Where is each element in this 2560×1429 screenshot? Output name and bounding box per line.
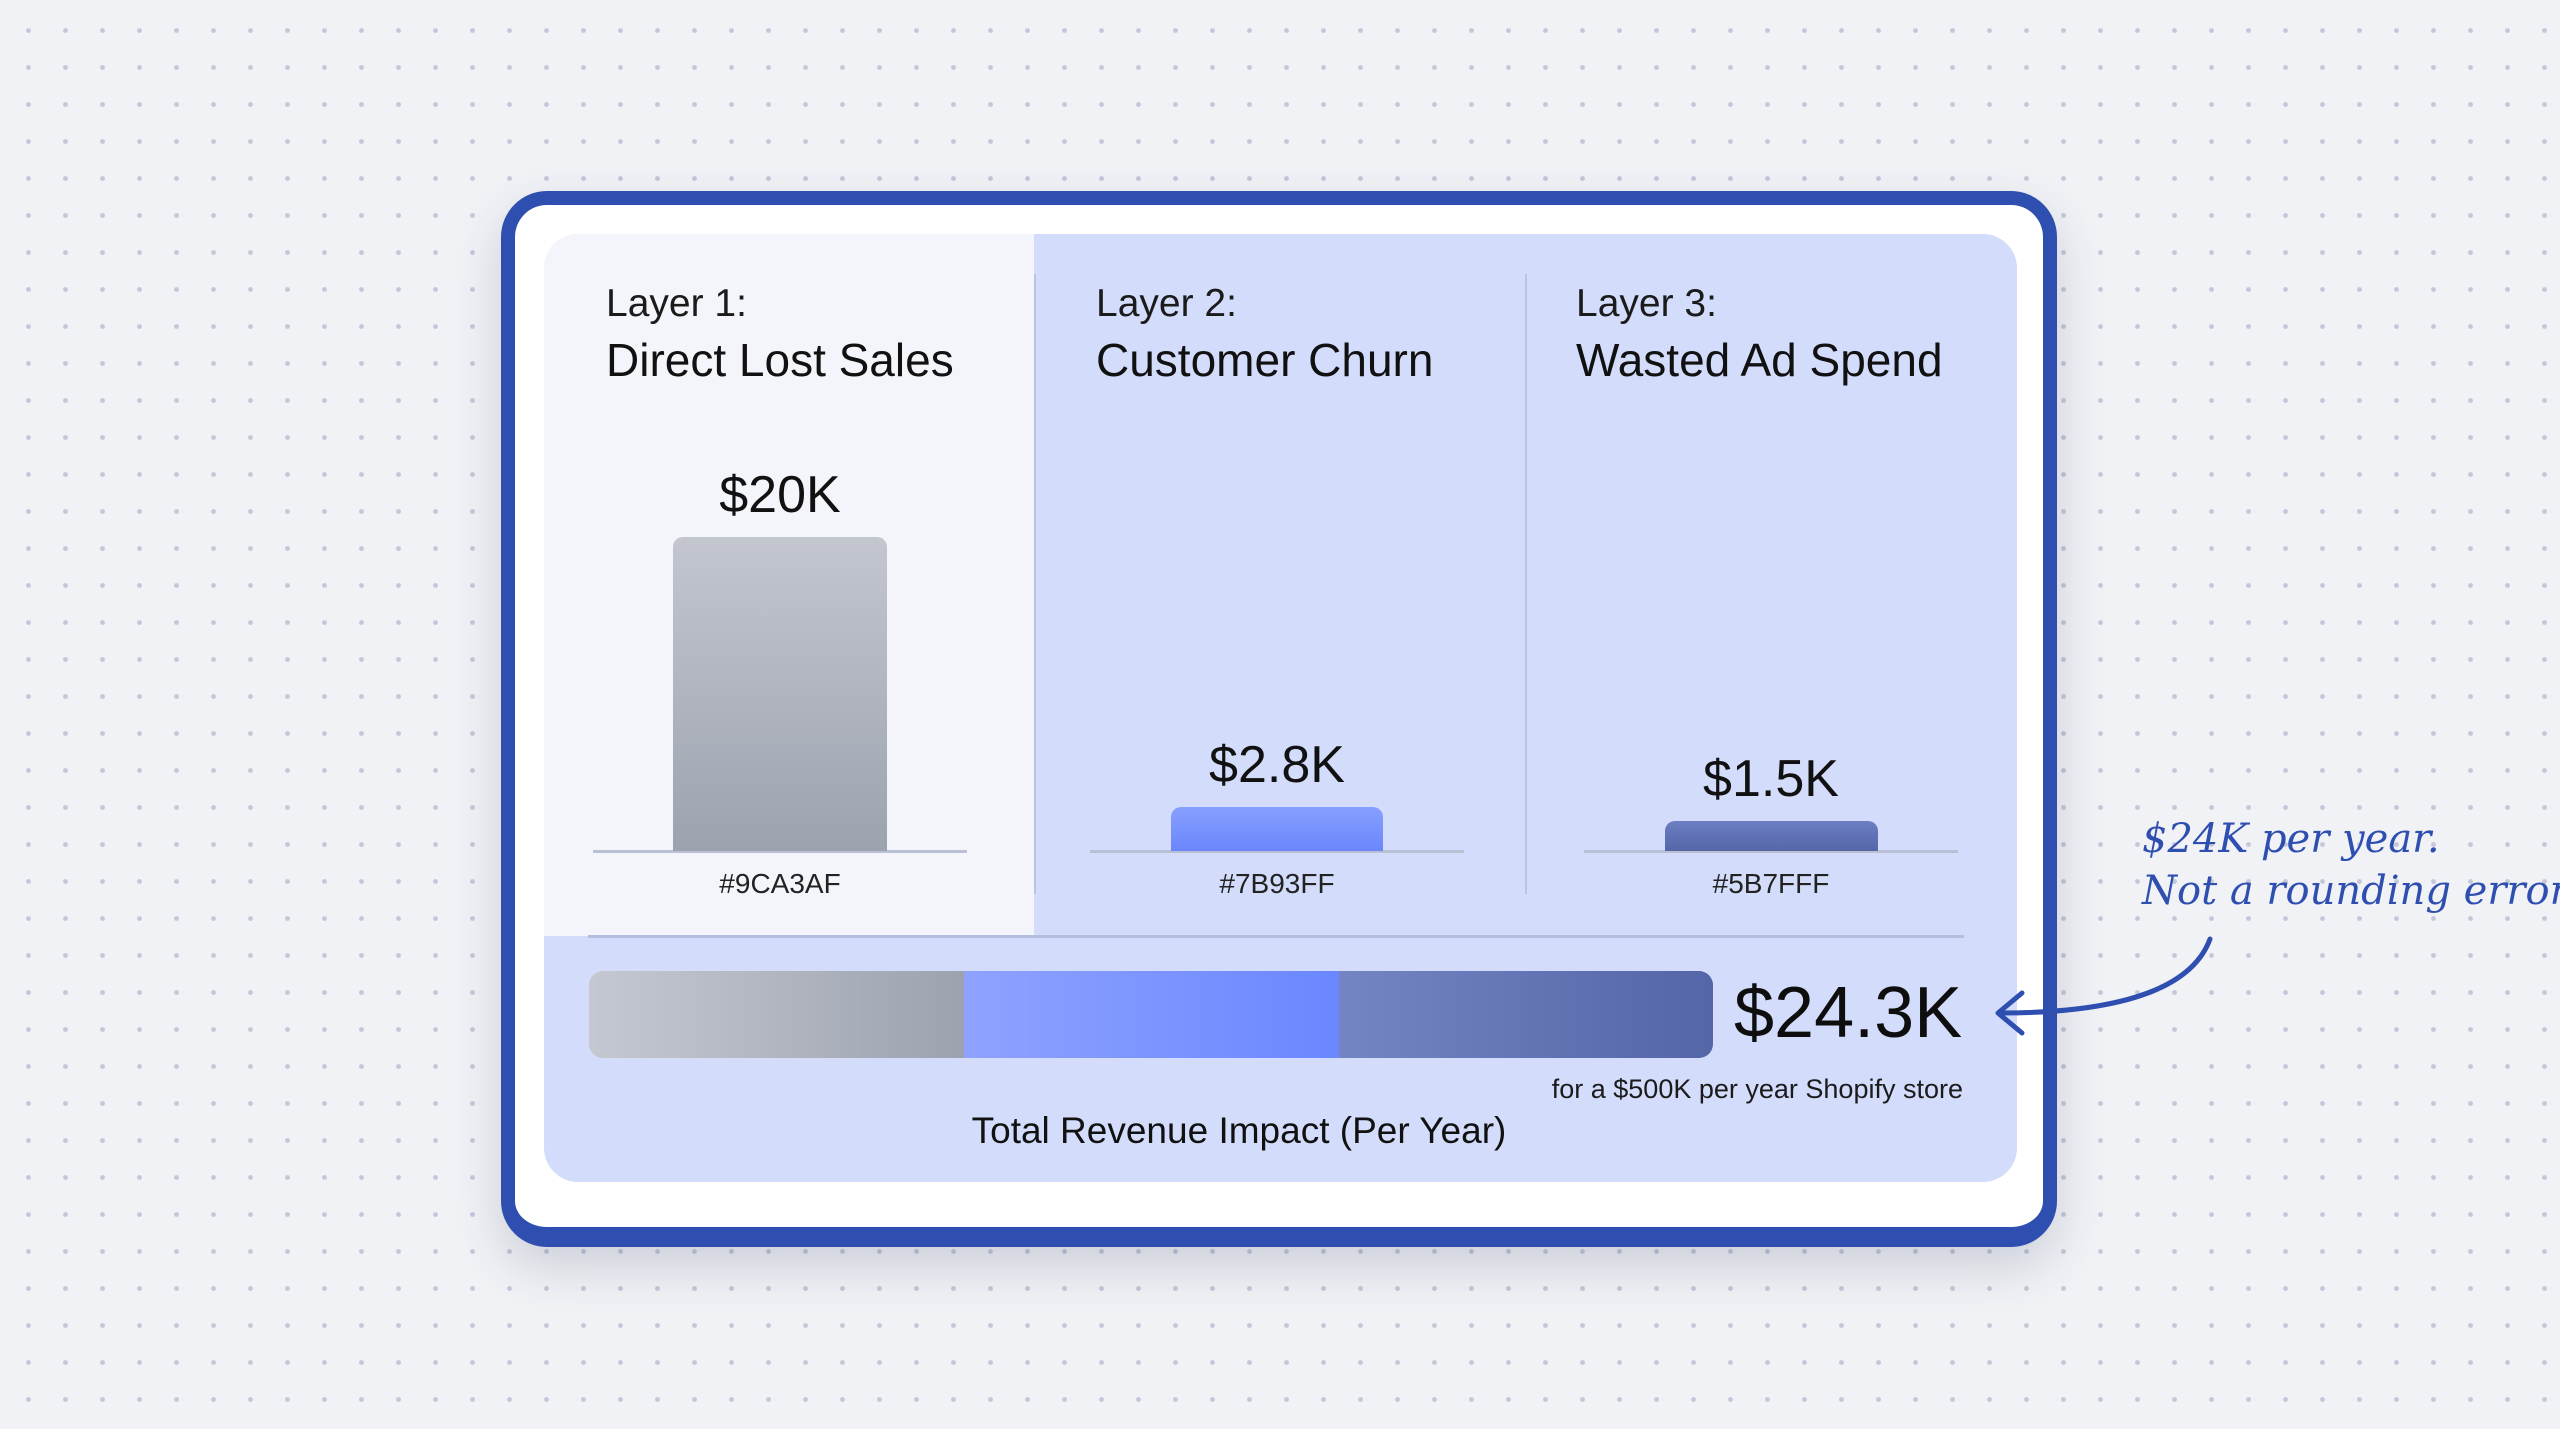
bar-wasted-ad-spend — [1665, 821, 1878, 851]
column-divider — [1034, 274, 1036, 894]
total-stacked-bar — [589, 971, 1713, 1058]
layer2-title: Customer Churn — [1096, 334, 1434, 386]
layer3-title: Wasted Ad Spend — [1576, 334, 1943, 386]
total-segment-customer-churn — [964, 971, 1339, 1058]
chart-panel: Layer 1: Direct Lost Sales Layer 2: Cust… — [544, 234, 2017, 1182]
hex-label: #9CA3AF — [719, 868, 841, 899]
baseline — [1584, 850, 1958, 853]
value-label: $2.8K — [1209, 736, 1345, 795]
baseline — [1090, 850, 1464, 853]
total-value: $24.3K — [1734, 973, 1963, 1053]
total-segment-direct-lost-sales — [589, 971, 964, 1058]
hex-label: #7B93FF — [1219, 868, 1335, 899]
total-segment-wasted-ad-spend — [1339, 971, 1713, 1058]
column-divider — [1525, 274, 1527, 894]
value-label: $20K — [719, 466, 841, 524]
total-caption: Total Revenue Impact (Per Year) — [971, 1110, 1507, 1151]
layer3-label: Layer 3: — [1576, 282, 1717, 325]
bar-customer-churn — [1171, 807, 1383, 851]
total-subtitle: for a $500K per year Shopify store — [1551, 1074, 1963, 1104]
bar-direct-lost-sales — [673, 537, 887, 851]
annotation-line-2: Not a rounding error. — [2142, 868, 2560, 914]
baseline — [593, 850, 967, 853]
annotation-arrow-icon — [1995, 936, 2213, 1036]
layer1-label: Layer 1: — [606, 282, 747, 325]
value-label: $1.5K — [1703, 750, 1839, 808]
annotation-line-1: $24K per year. — [2142, 816, 2440, 862]
layer2-label: Layer 2: — [1096, 282, 1237, 325]
hex-label: #5B7FFF — [1712, 868, 1830, 899]
section-divider — [588, 935, 1964, 938]
layer1-title: Direct Lost Sales — [606, 334, 954, 386]
